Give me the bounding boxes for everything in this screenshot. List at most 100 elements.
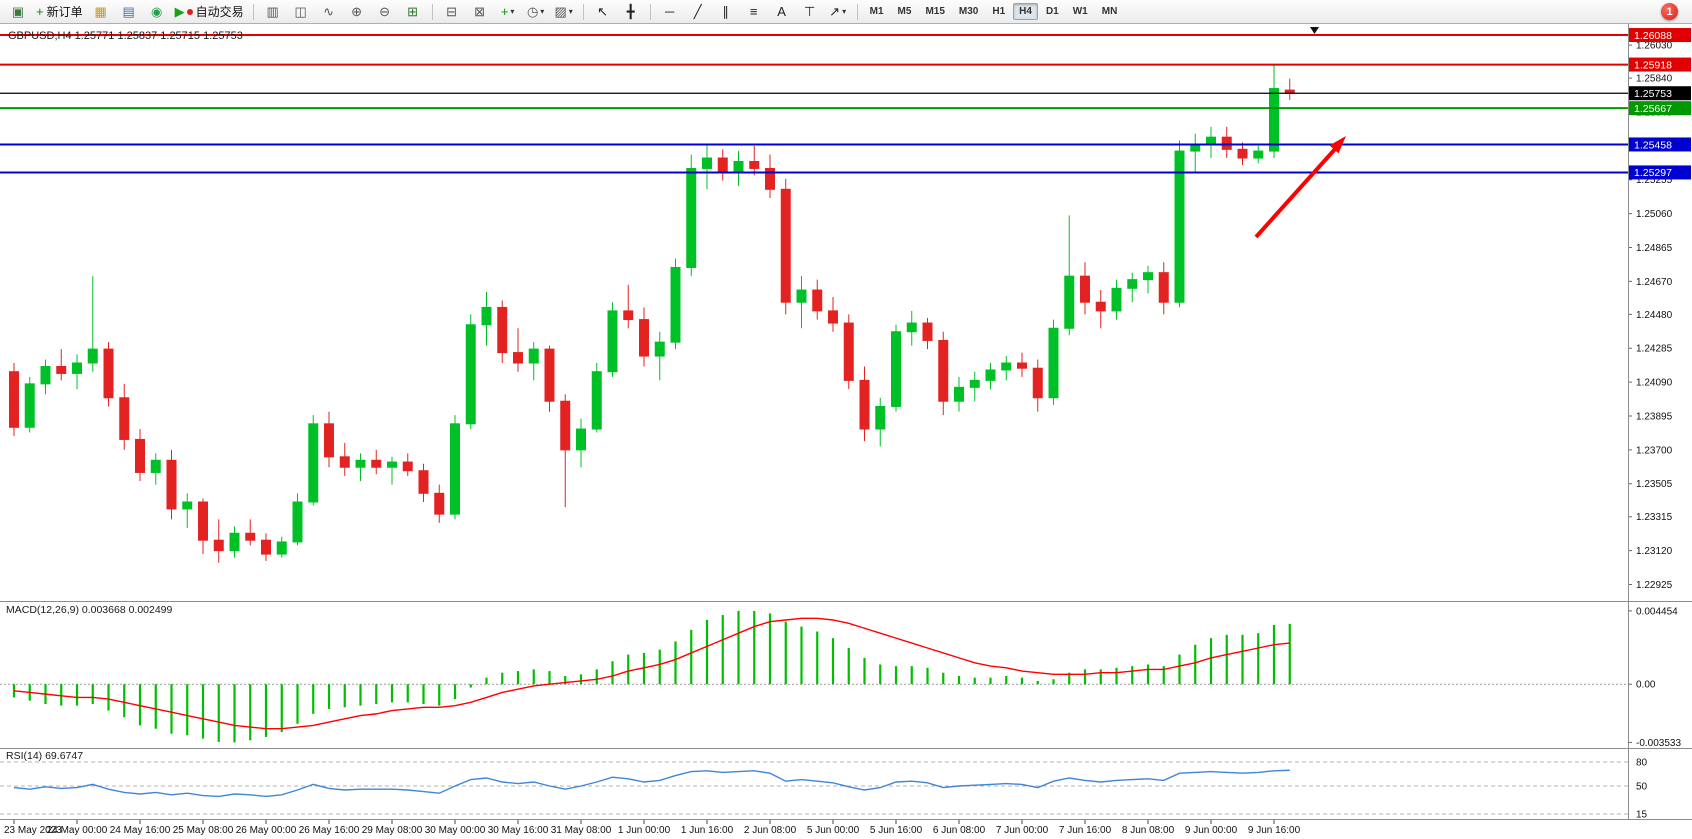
- svg-text:1.23700: 1.23700: [1636, 445, 1673, 456]
- autotrading-label: 自动交易: [195, 5, 244, 19]
- price-tag-1.25918: [1629, 57, 1691, 72]
- arrows-shapes-icon: ↗: [829, 4, 841, 19]
- svg-text:15: 15: [1636, 810, 1648, 821]
- zoom-out-button[interactable]: ⊖: [372, 1, 398, 23]
- new-order-button[interactable]: + 新订单: [33, 1, 86, 23]
- timeframe-d1-button[interactable]: D1: [1045, 6, 1059, 17]
- svg-text:1.25458: 1.25458: [1634, 139, 1672, 151]
- svg-text:1.25060: 1.25060: [1636, 209, 1673, 220]
- svg-text:0.004454: 0.004454: [1636, 606, 1678, 617]
- text-label-tool-button[interactable]: ⊤: [797, 1, 823, 23]
- toolbar-separator: [649, 3, 651, 20]
- hline-1.25297[interactable]: 1.25297: [0, 165, 1691, 180]
- rsi-panel: 80 50 15: [0, 758, 1648, 821]
- arrange-windows-icon: ⊟: [446, 4, 458, 19]
- hline-1.26088[interactable]: 1.26088: [0, 28, 1691, 43]
- data-window-icon: ▤: [122, 4, 135, 19]
- timeframe-m5-button[interactable]: M5: [897, 6, 912, 17]
- toolbar-separator: [582, 3, 584, 20]
- text-label-tool-icon: ⊤: [803, 4, 816, 19]
- market-watch-button[interactable]: ▦: [88, 1, 114, 23]
- templates-caret-icon: ▾: [568, 7, 573, 16]
- market-watch-icon: ▦: [94, 4, 107, 19]
- candlestick-mode-button[interactable]: ◫: [288, 1, 314, 23]
- price-tag-1.25458: [1629, 137, 1691, 152]
- svg-text:1.24285: 1.24285: [1636, 344, 1673, 355]
- periods-icon: ◷: [526, 4, 539, 19]
- svg-text:9 Jun 00:00: 9 Jun 00:00: [1185, 825, 1238, 836]
- svg-text:6 Jun 08:00: 6 Jun 08:00: [933, 825, 986, 836]
- autotrading-icon: ▶: [174, 4, 185, 19]
- hline-1.25753[interactable]: 1.25753: [0, 86, 1691, 101]
- indicators-button[interactable]: + ▾: [495, 1, 521, 23]
- chart-title: GBPUSD,H4 1.25771 1.25837 1.25715 1.2575…: [8, 30, 243, 42]
- timeframe-m1-button[interactable]: M1: [869, 6, 884, 17]
- svg-text:7 Jun 00:00: 7 Jun 00:00: [996, 825, 1049, 836]
- svg-text:5 Jun 00:00: 5 Jun 00:00: [807, 825, 860, 836]
- timeframe-w1-button[interactable]: W1: [1072, 6, 1088, 17]
- trend-arrow-annotation[interactable]: [1254, 136, 1346, 239]
- svg-text:25 May 08:00: 25 May 08:00: [173, 825, 234, 836]
- text-tool-button[interactable]: A: [769, 1, 795, 23]
- horizontal-line-tool-button[interactable]: ─: [657, 1, 683, 23]
- horizontal-line-tool-icon: ─: [665, 4, 675, 19]
- svg-text:1.25840: 1.25840: [1636, 74, 1673, 85]
- svg-text:26 May 00:00: 26 May 00:00: [236, 825, 297, 836]
- main-toolbar: ▣ + 新订单 ▦ ▤ ◉ ▶ 自动交易 ▥ ◫ ∿ ⊕ ⊖ ⊞ ⊟ ⊠ + ▾ ◷ ▾ ▨ ▾ ↖ ╋ ─ ╱ ∥ ≡ A ⊤ ↗ ▾ M1 M…: [0, 0, 1692, 24]
- chart-shift-marker-icon[interactable]: [1310, 27, 1319, 34]
- timeframe-mn-button[interactable]: MN: [1101, 6, 1118, 17]
- svg-text:1.24090: 1.24090: [1636, 378, 1673, 389]
- new-order-label: 新订单: [46, 5, 83, 19]
- trendline-tool-button[interactable]: ╱: [685, 1, 711, 23]
- templates-icon: ▨: [554, 4, 567, 19]
- svg-text:1.26030: 1.26030: [1636, 41, 1673, 52]
- timeframe-m15-button[interactable]: M15: [925, 6, 945, 17]
- line-chart-mode-icon: ∿: [323, 4, 335, 19]
- macd-indicator-label: MACD(12,26,9) 0.003668 0.002499: [6, 604, 173, 616]
- line-chart-mode-button[interactable]: ∿: [316, 1, 342, 23]
- autotrading-button[interactable]: ▶ 自动交易: [172, 1, 247, 23]
- arrows-shapes-caret-icon: ▾: [842, 7, 847, 16]
- arrows-shapes-button[interactable]: ↗ ▾: [825, 1, 851, 23]
- bar-chart-mode-icon: ▥: [266, 4, 279, 19]
- timeframe-h1-button[interactable]: H1: [992, 6, 1006, 17]
- candlestick-mode-icon: ◫: [294, 4, 307, 19]
- chart-background: [0, 24, 1692, 839]
- panel-separators[interactable]: [0, 24, 1692, 820]
- new-chart-button[interactable]: ▣: [5, 1, 31, 23]
- channel-tool-button[interactable]: ∥: [713, 1, 739, 23]
- zoom-in-button[interactable]: ⊕: [344, 1, 370, 23]
- svg-text:23 May 2023: 23 May 2023: [4, 825, 62, 836]
- new-chart-icon: ▣: [11, 4, 25, 19]
- svg-text:1.23120: 1.23120: [1636, 546, 1673, 557]
- hline-1.25918[interactable]: 1.25918: [0, 57, 1691, 72]
- macd-histogram: [12, 610, 1291, 743]
- hline-1.25667[interactable]: 1.25667: [0, 101, 1691, 116]
- timeframe-h4-button[interactable]: H4: [1013, 3, 1038, 20]
- tile-windows-button[interactable]: ⊞: [400, 1, 426, 23]
- navigator-button[interactable]: ◉: [144, 1, 170, 23]
- notification-badge[interactable]: 1: [1661, 3, 1678, 20]
- arrange-windows-button[interactable]: ⊟: [439, 1, 465, 23]
- hline-1.25458[interactable]: 1.25458: [0, 137, 1691, 152]
- bar-chart-mode-button[interactable]: ▥: [260, 1, 286, 23]
- data-window-button[interactable]: ▤: [116, 1, 142, 23]
- rsi-indicator-label: RSI(14) 69.6747: [6, 750, 84, 762]
- cursor-tool-button[interactable]: ↖: [590, 1, 616, 23]
- navigator-icon: ◉: [150, 4, 163, 19]
- cascade-windows-icon: ⊠: [474, 4, 486, 19]
- tile-windows-icon: ⊞: [407, 4, 419, 19]
- crosshair-tool-button[interactable]: ╋: [618, 1, 644, 23]
- periods-button[interactable]: ◷ ▾: [523, 1, 549, 23]
- svg-text:1.25918: 1.25918: [1634, 59, 1672, 71]
- timeframe-m30-button[interactable]: M30: [958, 6, 979, 17]
- svg-text:0.00: 0.00: [1636, 680, 1656, 691]
- fibonacci-tool-button[interactable]: ≡: [741, 1, 767, 23]
- cascade-windows-button[interactable]: ⊠: [467, 1, 493, 23]
- svg-text:1.24865: 1.24865: [1636, 243, 1673, 254]
- templates-button[interactable]: ▨ ▾: [551, 1, 577, 23]
- svg-text:50: 50: [1636, 782, 1648, 793]
